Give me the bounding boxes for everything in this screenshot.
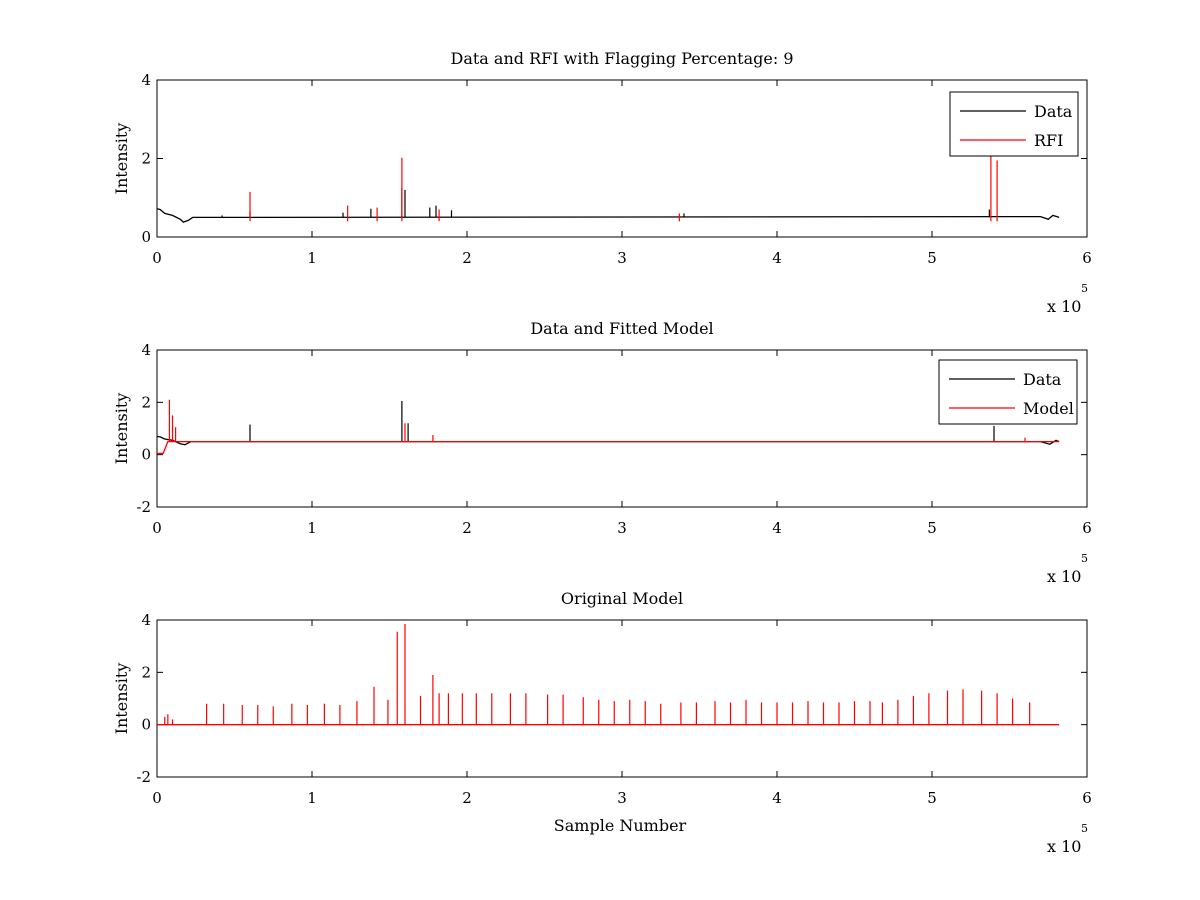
x-tick-label: 6 [1082, 789, 1092, 807]
y-axis-label: Intensity [112, 393, 131, 465]
series-trace [156, 435, 1060, 446]
x-tick-label: 3 [617, 249, 627, 267]
x-tick-label: 1 [307, 789, 317, 807]
series-model-line [157, 623, 1060, 726]
x-exponent: x 10 [1047, 297, 1081, 316]
legend-entry-label: RFI [1034, 131, 1063, 150]
y-tick-label: 0 [141, 446, 151, 464]
x-tick-label: 0 [152, 519, 162, 537]
x-axis-label: Sample Number [554, 816, 687, 835]
series-trace [156, 208, 1060, 223]
y-tick-label: 0 [141, 228, 151, 246]
axes-box [156, 79, 1088, 238]
x-tick-label: 2 [462, 249, 472, 267]
x-tick-label: 3 [617, 789, 627, 807]
x-tick-label: 2 [462, 789, 472, 807]
x-tick-label: 1 [307, 249, 317, 267]
y-tick-label: -2 [136, 498, 151, 516]
subplot-title: Data and RFI with Flagging Percentage: 9 [450, 49, 793, 68]
x-tick-label: 5 [927, 249, 937, 267]
series-data-line [156, 401, 1060, 446]
x-tick-label: 4 [772, 789, 782, 807]
y-tick-label: 2 [141, 663, 151, 681]
x-exponent: x 10 [1047, 567, 1081, 586]
legend-entry-label: Model [1023, 399, 1074, 418]
y-tick-label: 0 [141, 716, 151, 734]
y-axis-label: Intensity [112, 123, 131, 195]
legend-box [949, 91, 1079, 157]
x-tick-label: 0 [152, 789, 162, 807]
subplot-1: Data and RFI with Flagging Percentage: 9… [112, 49, 1092, 316]
x-tick-label: 4 [772, 249, 782, 267]
legend-entry-label: Data [1034, 102, 1073, 121]
y-tick-label: -2 [136, 768, 151, 786]
subplot-title: Original Model [561, 589, 683, 608]
series-rfi-line [249, 154, 998, 222]
subplot-title: Data and Fitted Model [530, 319, 713, 338]
y-tick-label: 4 [141, 341, 151, 359]
x-tick-label: 4 [772, 519, 782, 537]
legend: Data Model [938, 359, 1078, 425]
y-tick-label: 2 [141, 150, 151, 168]
legend: Data RFI [949, 91, 1079, 157]
x-tick-label: 5 [927, 519, 937, 537]
x-exponent-power: 5 [1081, 282, 1088, 295]
x-exponent: x 10 [1047, 837, 1081, 856]
series-model-line [157, 399, 1060, 455]
y-tick-label: 2 [141, 393, 151, 411]
x-tick-label: 6 [1082, 519, 1092, 537]
y-tick-label: 4 [141, 71, 151, 89]
x-tick-label: 6 [1082, 249, 1092, 267]
x-exponent-power: 5 [1081, 822, 1088, 835]
x-tick-label: 0 [152, 249, 162, 267]
x-tick-label: 5 [927, 789, 937, 807]
legend-entry-label: Data [1023, 370, 1062, 389]
x-tick-label: 2 [462, 519, 472, 537]
y-tick-label: 4 [141, 611, 151, 629]
x-tick-label: 1 [307, 519, 317, 537]
y-axis-label: Intensity [112, 663, 131, 735]
x-tick-label: 3 [617, 519, 627, 537]
series-trace [157, 440, 1060, 455]
legend-box [938, 359, 1078, 425]
x-exponent-power: 5 [1081, 552, 1088, 565]
